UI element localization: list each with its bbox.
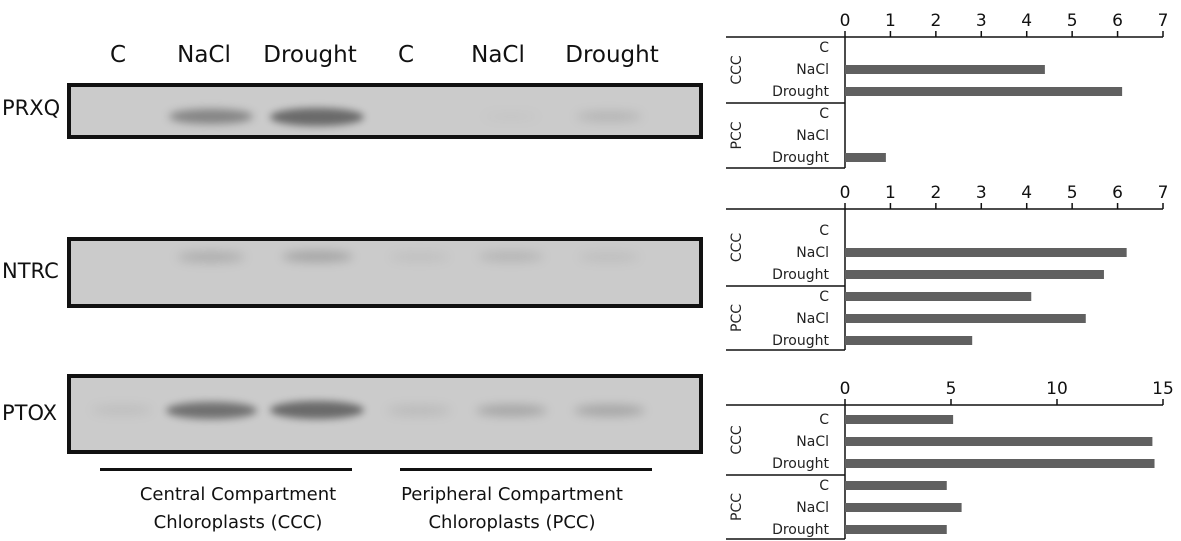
chart-bar [845, 503, 962, 512]
chart-category-label: Drought [772, 267, 829, 283]
blot-band [176, 251, 246, 262]
lane-label-pcc-c: C [397, 42, 415, 68]
chart-category-label: NaCl [796, 434, 829, 450]
chart-bar [845, 481, 947, 490]
chart-tick-label: 5 [1067, 11, 1078, 31]
chart-category-label: NaCl [796, 128, 829, 144]
blot-band [165, 401, 257, 419]
chart-tick-label: 1 [885, 11, 896, 31]
blot-prxq [67, 83, 703, 139]
chart-bar [845, 437, 1153, 446]
chart-group-label: CCC [729, 233, 745, 263]
blot-label-ntrc: NTRC [2, 259, 59, 283]
group-rule-pcc [400, 468, 652, 471]
chart-category-label: C [819, 289, 829, 305]
chart-tick-label: 6 [1112, 183, 1123, 203]
chart-category-label: Drought [772, 84, 829, 100]
chart-category-label: NaCl [796, 245, 829, 261]
chart-group-label: PCC [729, 121, 745, 149]
chart-category-label: NaCl [796, 62, 829, 78]
blot-ntrc [67, 237, 703, 308]
chart-tick-label: 0 [840, 183, 851, 203]
chart-bar [845, 336, 973, 345]
chart-category-label: Drought [772, 333, 829, 349]
chart-tick-label: 2 [930, 183, 941, 203]
blot-label-ptox: PTOX [2, 401, 58, 425]
chart-category-label: C [819, 106, 829, 122]
blot-band [576, 112, 642, 122]
chart-tick-label: 0 [840, 379, 851, 399]
chart-bar [845, 270, 1104, 279]
blot-band [270, 401, 364, 420]
chart-tick-label: 6 [1112, 11, 1123, 31]
group-rule-ccc [100, 468, 352, 471]
blot-band [270, 107, 364, 126]
blot-band [481, 113, 541, 121]
chart-tick-label: 15 [1152, 379, 1174, 399]
chart-bar [845, 459, 1155, 468]
lane-label-pcc-nacl: NaCl [471, 42, 525, 68]
chart-category-label: Drought [772, 456, 829, 472]
lane-label-ccc-drought: Drought [263, 42, 357, 68]
chart-category-label: NaCl [796, 500, 829, 516]
chart-group-label: CCC [729, 425, 745, 455]
blot-band [169, 109, 253, 125]
chart-group-label: PCC [729, 493, 745, 521]
chart-tick-label: 1 [885, 183, 896, 203]
chart-category-label: C [819, 412, 829, 428]
blot-band [475, 405, 547, 416]
group-caption-ccc-line2: Chloroplasts (CCC) [153, 512, 323, 533]
chart-tick-label: 4 [1021, 11, 1032, 31]
chart-group-label: PCC [729, 304, 745, 332]
chart-category-label: C [819, 40, 829, 56]
chart-tick-label: 5 [946, 379, 957, 399]
chart-bar [845, 248, 1127, 257]
chart-category-label: Drought [772, 522, 829, 538]
chart-category-label: C [819, 478, 829, 494]
blot-band [387, 406, 451, 415]
chart-tick-label: 4 [1021, 183, 1032, 203]
blot-band [478, 252, 544, 262]
chart-bar [845, 292, 1032, 301]
blot-band [281, 251, 353, 263]
blot-ptox [67, 374, 703, 454]
group-caption-pcc: Peripheral Compartment Chloroplasts (PCC… [382, 481, 642, 537]
chart-tick-label: 2 [930, 11, 941, 31]
chart-tick-label: 10 [1046, 379, 1068, 399]
group-caption-ccc-line1: Central Compartment [139, 484, 337, 505]
blot-band [388, 252, 450, 261]
group-caption-ccc: Central Compartment Chloroplasts (CCC) [108, 481, 368, 537]
group-caption-pcc-line1: Peripheral Compartment [401, 484, 623, 505]
blot-band [91, 406, 153, 415]
lane-label-pcc-drought: Drought [565, 42, 659, 68]
chart-category-label: NaCl [796, 311, 829, 327]
chart-bar [845, 314, 1086, 323]
blot-label-prxq: PRXQ [2, 96, 61, 120]
chart-category-label: C [819, 223, 829, 239]
blot-band [573, 405, 645, 416]
chart-tick-label: 3 [976, 183, 987, 203]
chart-bar [845, 87, 1123, 96]
chart-tick-label: 5 [1067, 183, 1078, 203]
chart-tick-label: 3 [976, 11, 987, 31]
chart-bar [845, 65, 1045, 74]
chart-tick-label: 7 [1158, 11, 1169, 31]
chart-tick-label: 7 [1158, 183, 1169, 203]
group-caption-pcc-line2: Chloroplasts (PCC) [428, 512, 596, 533]
chart-bar [845, 415, 954, 424]
lane-label-ccc-c: C [109, 42, 127, 68]
chart-bar [845, 525, 947, 534]
chart-tick-label: 0 [840, 11, 851, 31]
chart-bar [845, 153, 886, 162]
chart-group-label: CCC [729, 55, 745, 85]
blot-band [578, 252, 640, 261]
lane-label-ccc-nacl: NaCl [177, 42, 231, 68]
chart-category-label: Drought [772, 150, 829, 166]
